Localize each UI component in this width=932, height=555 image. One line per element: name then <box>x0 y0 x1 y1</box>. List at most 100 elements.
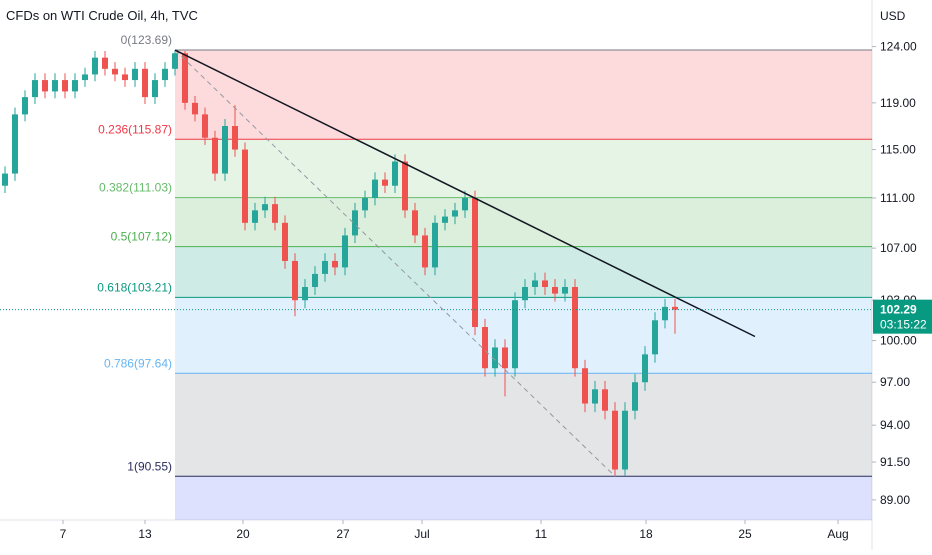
candle-body <box>112 68 118 75</box>
candle-body <box>602 389 608 411</box>
candle-body <box>652 320 658 355</box>
candle-body <box>42 80 48 92</box>
candle-body <box>442 216 448 223</box>
candle-body <box>122 74 128 81</box>
candle-body <box>512 300 518 369</box>
y-tick-label: 107.00 <box>880 241 917 255</box>
candle-body <box>472 197 478 328</box>
candle-body <box>572 287 578 369</box>
candle-body <box>502 347 508 369</box>
candle-body <box>582 368 588 404</box>
y-tick-label: 91.50 <box>880 455 910 469</box>
candle-body <box>142 68 148 98</box>
candle-body <box>232 126 238 150</box>
candle-body <box>52 80 58 92</box>
candle-body <box>612 410 618 470</box>
candle-body <box>492 347 498 369</box>
x-tick-label: 11 <box>535 527 548 541</box>
candle-body <box>92 57 98 75</box>
y-tick-label: 124.00 <box>880 40 917 54</box>
candle-body <box>212 137 218 174</box>
x-tick-label: 20 <box>236 527 250 541</box>
candle-body <box>482 327 488 369</box>
x-tick-label: Jul <box>414 527 429 541</box>
candle-body <box>372 179 378 198</box>
fib-band <box>175 50 872 140</box>
x-tick-label: 13 <box>138 527 152 541</box>
candle-body <box>72 80 78 92</box>
x-tick-label: Aug <box>827 527 848 541</box>
countdown-label: 03:15:22 <box>880 318 927 332</box>
candle-body <box>1 173 8 186</box>
candle-body <box>422 235 428 268</box>
candle-body <box>532 280 538 288</box>
candle-body <box>302 287 308 301</box>
candle-body <box>132 68 138 81</box>
candle-body <box>282 222 288 261</box>
candle-body <box>662 306 668 321</box>
candle-body <box>542 280 548 288</box>
candle-body <box>182 53 188 103</box>
candle-body <box>352 210 358 236</box>
fib-label: 0.5(107.12) <box>111 230 172 244</box>
candle-body <box>412 210 418 236</box>
candle-body <box>592 389 598 404</box>
candle-body <box>362 197 368 211</box>
y-tick-label: 94.00 <box>880 418 910 432</box>
x-tick-label: 7 <box>60 527 67 541</box>
currency-label: USD <box>880 9 906 23</box>
fib-band <box>175 373 872 477</box>
candle-body <box>672 306 678 310</box>
candle-body <box>242 149 248 223</box>
candle-body <box>562 287 568 294</box>
last-price-label: 102.29 <box>880 303 917 317</box>
candle-body <box>382 179 388 186</box>
trendline <box>174 49 756 338</box>
candle-body <box>322 260 328 274</box>
chart-title: CFDs on WTI Crude Oil, 4h, TVC <box>6 8 198 23</box>
fib-label: 0.382(111.03) <box>99 181 172 195</box>
candle-body <box>622 410 628 470</box>
fib-label: 0.618(103.21) <box>97 280 172 294</box>
candle-body <box>32 80 38 98</box>
x-tick-label: 18 <box>639 527 653 541</box>
candle-body <box>342 235 348 268</box>
candle-body <box>252 210 258 223</box>
y-tick-label: 111.00 <box>880 191 915 205</box>
x-tick-label: 27 <box>336 527 350 541</box>
candle-body <box>102 57 108 69</box>
candle-body <box>82 74 88 81</box>
candle-body <box>642 354 648 383</box>
candle-body <box>222 126 228 174</box>
candle-body <box>452 210 458 217</box>
candle-body <box>152 80 158 98</box>
y-tick-label: 119.00 <box>880 96 916 110</box>
x-tick-label: 25 <box>738 527 752 541</box>
candle-body <box>402 161 408 211</box>
candle-body <box>172 53 178 69</box>
last-price-box <box>873 299 932 334</box>
candle-body <box>392 161 398 186</box>
fib-band <box>175 297 872 374</box>
candle-body <box>292 260 298 301</box>
candle-body <box>312 273 318 288</box>
fib-label: 1(90.55) <box>127 459 172 473</box>
candle-body <box>62 80 68 92</box>
fib-label: 0.236(115.87) <box>98 122 172 136</box>
candle-body <box>22 97 28 115</box>
candle-body <box>262 204 268 211</box>
candle-body <box>162 68 168 81</box>
fib-band <box>175 476 872 520</box>
candle-body <box>202 114 208 138</box>
candle-body <box>192 102 198 115</box>
fib-band <box>175 139 872 198</box>
fib-label: 0(123.69) <box>121 33 172 47</box>
candle-body <box>332 260 338 268</box>
candle-body <box>272 204 278 223</box>
candle-body <box>12 114 18 174</box>
fib-trend-dashed <box>174 49 616 477</box>
y-tick-label: 89.00 <box>880 493 910 507</box>
candle-body <box>552 287 558 294</box>
candle-body <box>632 382 638 411</box>
